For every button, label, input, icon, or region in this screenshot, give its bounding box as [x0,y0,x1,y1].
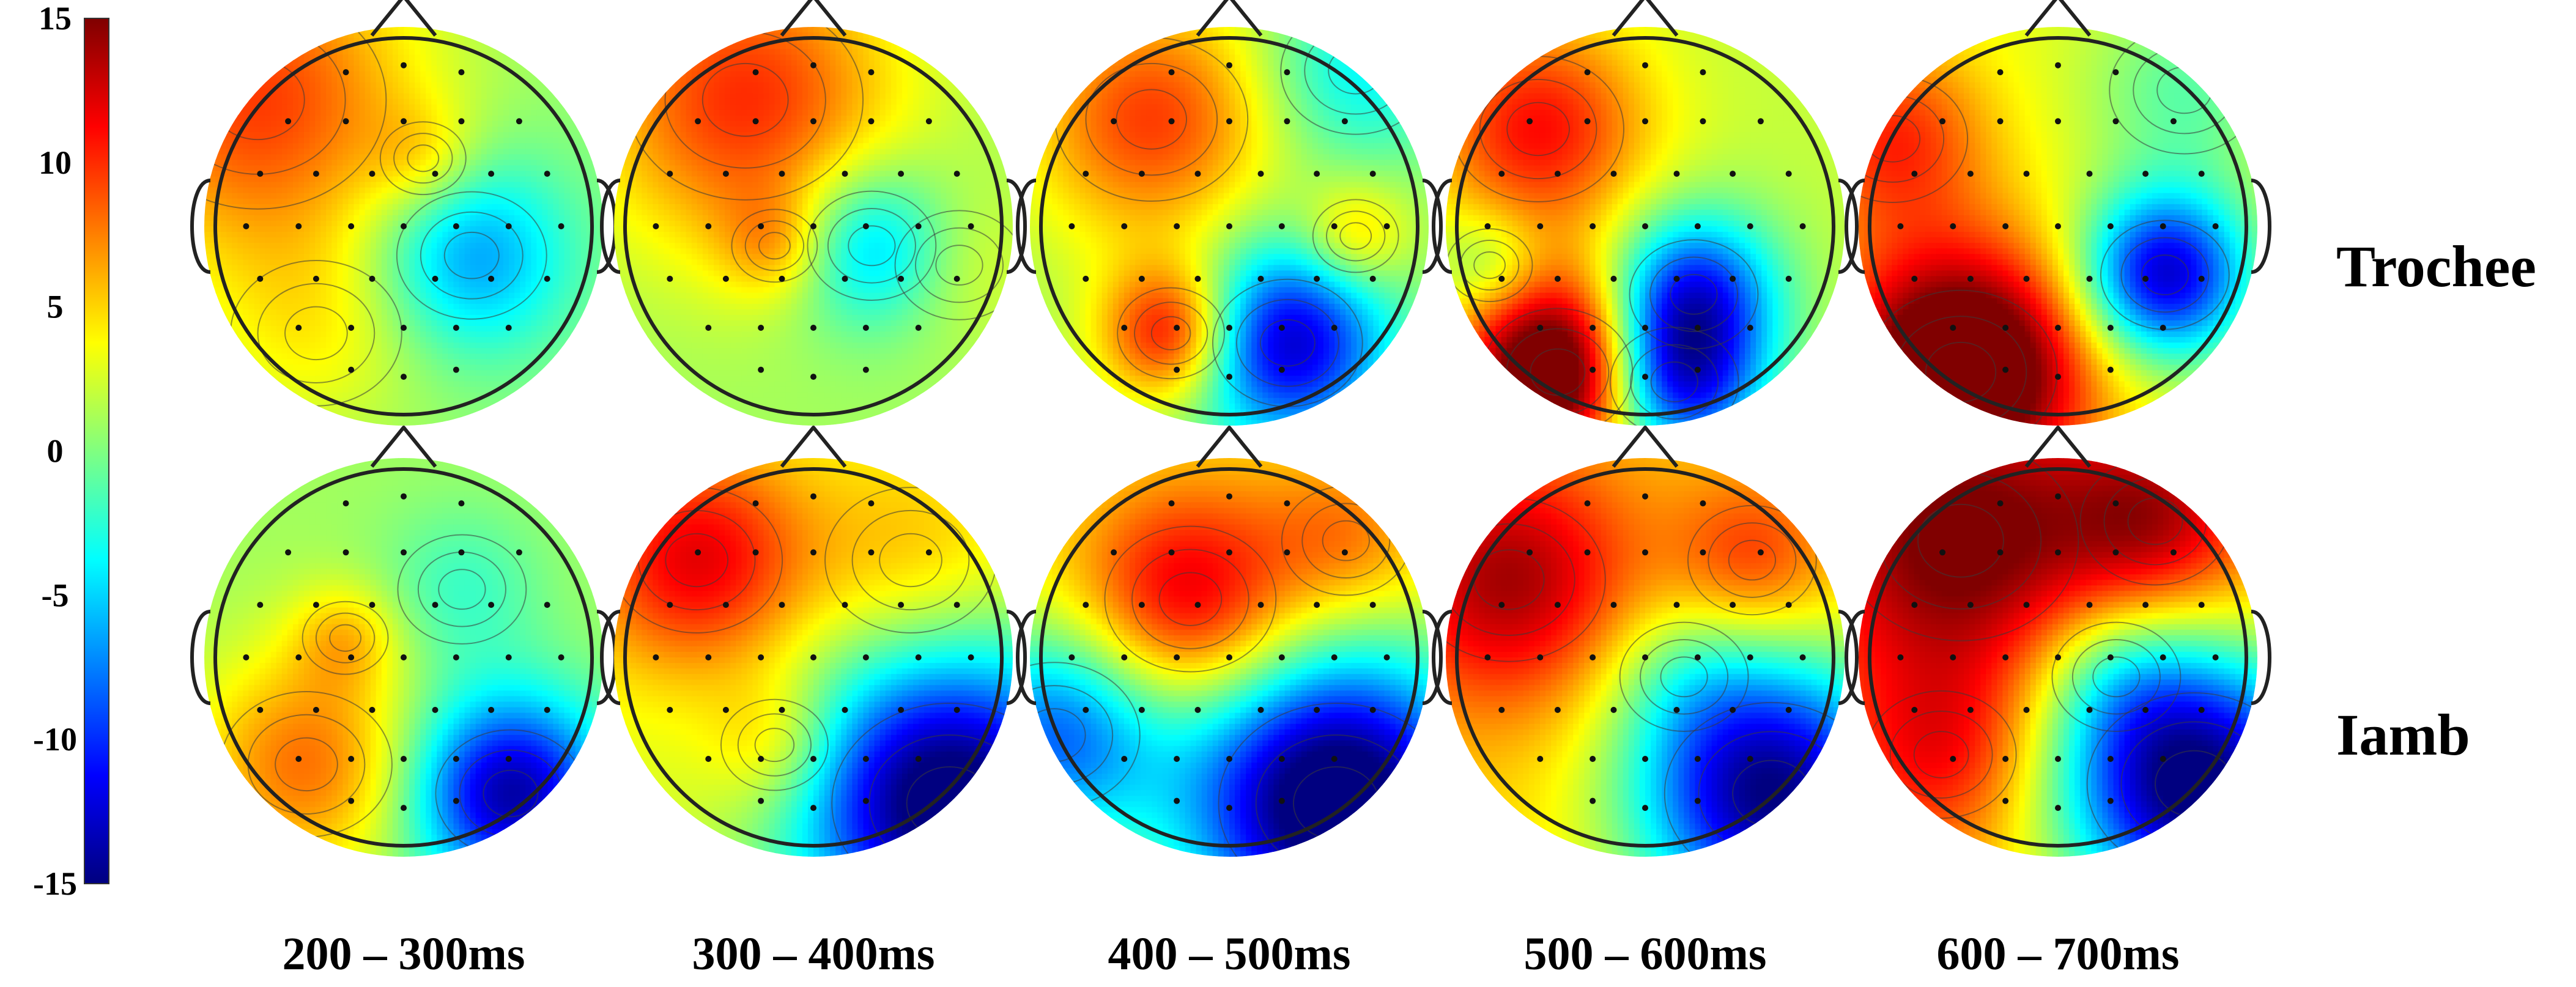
topomap-grid [190,0,2271,857]
colorbar-tick-label: 5 [47,289,64,325]
time-window-label: 400 – 500ms [1108,928,1351,980]
scalp-field [1030,458,1429,857]
right-ear-outline [1006,610,1027,705]
contour-lines [1859,458,2257,857]
colorbar-tick-label: 0 [47,433,64,470]
nose-outline [1196,426,1263,468]
left-ear-outline [1016,610,1037,705]
head-outline [623,467,1004,848]
topomap [1016,0,1443,426]
scalp-field [614,27,1013,426]
nose-outline [1612,426,1679,468]
colorbar-gradient [84,18,109,884]
topomap [1432,0,1859,426]
nose-outline [2024,0,2092,37]
nose-outline [780,0,847,37]
electrode-sites [1484,493,1806,811]
electrode-sites [1484,62,1806,380]
scalp-field [614,458,1013,857]
colorbar-tick-label: -15 [33,865,77,902]
nose-outline [1196,0,1263,37]
topomap [1845,426,2271,857]
nose-outline [370,426,437,468]
right-ear-outline [1006,179,1027,274]
left-ear-outline [1432,610,1453,705]
topomap [1016,426,1443,857]
time-window-label: 500 – 600ms [1524,928,1767,980]
electrode-sites [1068,493,1390,811]
nose-outline [780,426,847,468]
topomap [190,426,617,857]
nose-outline [370,0,437,37]
row-label-trochee: Trochee [2336,234,2536,299]
nose-outline [1612,0,1679,37]
colorbar-tick-label: 10 [39,144,72,181]
left-ear-outline [1845,610,1865,705]
head-outline [1455,467,1835,848]
topomap [1432,426,1859,857]
left-ear-outline [1432,179,1453,274]
colorbar-tick-label: -10 [33,721,77,758]
right-ear-outline [2251,610,2271,705]
left-ear-outline [1845,179,1865,274]
left-ear-outline [600,610,621,705]
contour-lines [1446,56,1759,426]
electrode-sites [243,493,564,811]
left-ear-outline [190,610,211,705]
electrode-sites [1897,493,2219,811]
time-window-label: 200 – 300ms [283,928,525,980]
head-outline [1868,467,2248,848]
topomap [600,0,1027,426]
topomap [600,426,1027,857]
head-outline [1039,36,1419,416]
electrode-sites [243,62,564,380]
head-outline [213,467,594,848]
topomap [190,0,617,426]
right-ear-outline [2251,179,2271,274]
row-label-iamb: Iamb [2336,702,2470,767]
electrode-sites [653,62,974,380]
right-ear-outline [1838,179,1859,274]
colorbar-tick-labels: 15 10 5 0 -5 -10 -15 [33,0,77,902]
head-outline [213,36,594,416]
right-ear-outline [1838,610,1859,705]
electrode-sites [653,493,974,811]
head-outline [623,36,1004,416]
head-outline [1039,467,1419,848]
left-ear-outline [600,179,621,274]
topomap [1845,0,2271,426]
head-outline [1455,36,1835,416]
left-ear-outline [190,179,211,274]
left-ear-outline [1016,179,1037,274]
electrode-sites [1068,62,1390,380]
colorbar-tick-label: 15 [39,0,72,37]
colorbar-tick-label: -5 [42,577,69,613]
right-ear-outline [1422,179,1443,274]
right-ear-outline [1422,610,1443,705]
head-outline [1868,36,2248,416]
colorbar: 15 10 5 0 -5 -10 -15 [33,0,109,902]
scalp-field [204,458,603,857]
time-window-label: 300 – 400ms [692,928,935,980]
electrode-sites [1897,62,2219,380]
time-window-labels: 200 – 300ms 300 – 400ms 400 – 500ms 500 – 6… [283,928,2180,980]
nose-outline [2024,426,2092,468]
time-window-label: 600 – 700ms [1937,928,2180,980]
